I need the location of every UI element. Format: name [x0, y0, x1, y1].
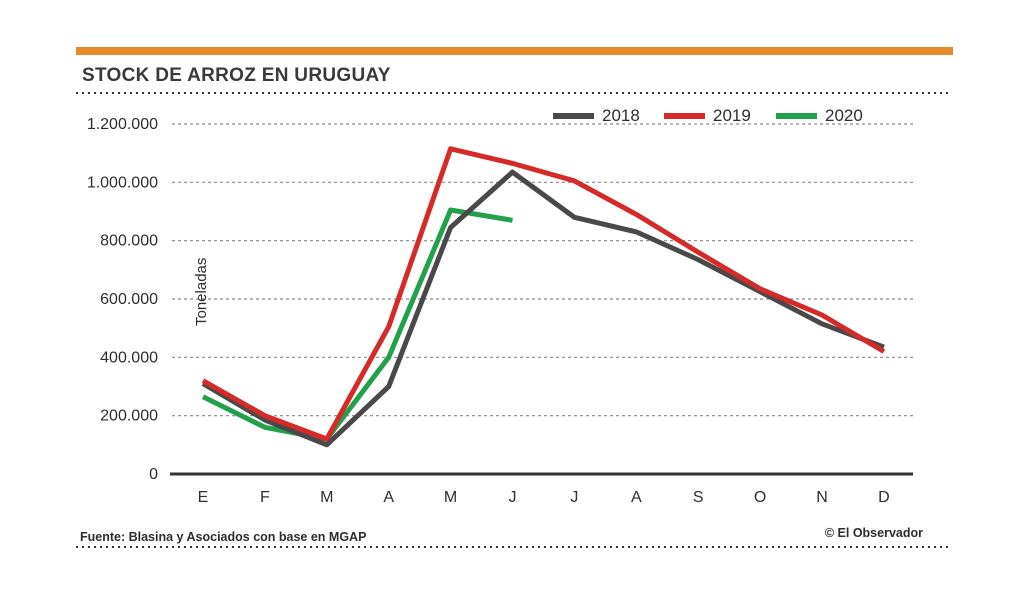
- y-tick-label: 1.200.000: [87, 116, 158, 133]
- y-tick-label: 600.000: [100, 291, 158, 308]
- y-tick-label: 400.000: [100, 349, 158, 366]
- series-line-2020: [201, 207, 513, 442]
- x-tick-label: N: [816, 489, 828, 506]
- legend-label-2018: 2018: [602, 106, 640, 125]
- y-axis-label: Toneladas: [193, 258, 210, 326]
- series-line-2018: [201, 169, 885, 448]
- x-tick-label: A: [631, 489, 642, 506]
- chart-title: STOCK DE ARROZ EN URUGUAY: [82, 65, 391, 86]
- y-tick-label: 800.000: [100, 233, 158, 250]
- x-tick-label: J: [509, 489, 517, 506]
- x-tick-label: A: [383, 489, 394, 506]
- x-tick-label: E: [198, 489, 209, 506]
- x-tick-label: D: [878, 489, 890, 506]
- x-tick-label: O: [754, 489, 766, 506]
- y-axis-ticks: 0 200.000 400.000 600.000 800.000 1.000.000 1.…: [87, 116, 158, 483]
- y-tick-label: 200.000: [100, 408, 158, 425]
- credit-note: © El Observador: [825, 526, 923, 540]
- x-tick-label: F: [260, 489, 270, 506]
- series-line-2019: [201, 146, 886, 442]
- x-tick-label: M: [320, 489, 333, 506]
- legend-label-2019: 2019: [713, 106, 751, 125]
- x-tick-label: J: [570, 489, 578, 506]
- legend-label-2020: 2020: [825, 106, 863, 125]
- x-tick-label: S: [693, 489, 704, 506]
- series-lines: [201, 146, 886, 448]
- y-tick-label: 0: [149, 466, 158, 483]
- gridlines: [172, 123, 913, 417]
- legend: 2018 2019 2020: [553, 106, 863, 125]
- y-tick-label: 1.000.000: [87, 174, 158, 191]
- source-note: Fuente: Blasina y Asociados con base en …: [80, 530, 366, 544]
- header-accent-bar: [76, 47, 953, 55]
- x-tick-label: M: [444, 489, 457, 506]
